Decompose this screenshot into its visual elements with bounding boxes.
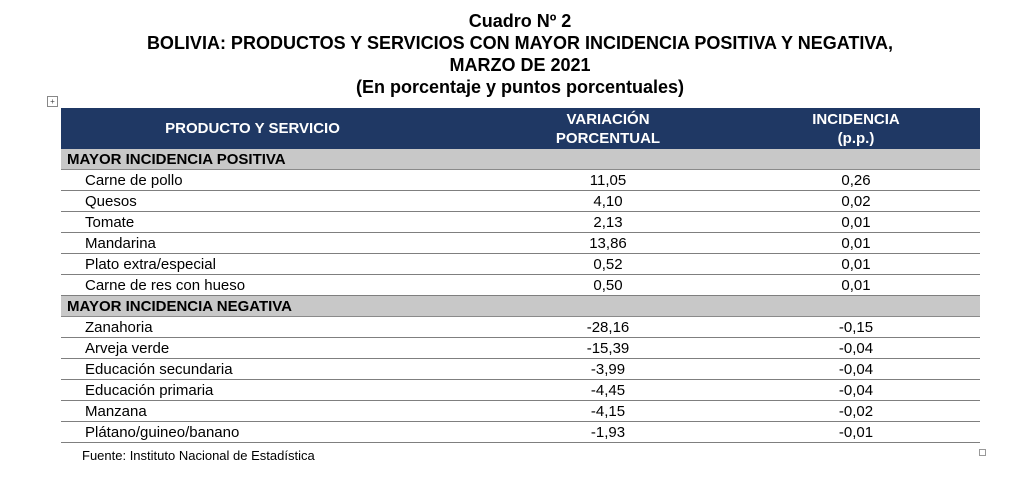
variation-value: -28,16	[484, 316, 732, 338]
section-row-negative: MAYOR INCIDENCIA NEGATIVA	[61, 295, 980, 317]
move-handle-icon[interactable]: +	[47, 96, 58, 107]
section-label: MAYOR INCIDENCIA NEGATIVA	[61, 295, 980, 317]
column-header-variation: VARIACIÓN PORCENTUAL	[484, 108, 732, 149]
incidence-value: -0,15	[732, 316, 980, 338]
column-header-variation-line2: PORCENTUAL	[555, 129, 661, 147]
table-row: Mandarina 13,86 0,01	[61, 232, 980, 254]
product-name: Carne de pollo	[61, 169, 484, 191]
variation-value: -4,15	[484, 400, 732, 422]
incidence-value: 0,01	[732, 211, 980, 233]
table-row: Zanahoria -28,16 -0,15	[61, 316, 980, 338]
table-row: Quesos 4,10 0,02	[61, 190, 980, 212]
column-header-product: PRODUCTO Y SERVICIO	[61, 108, 484, 149]
table-row: Carne de res con hueso 0,50 0,01	[61, 274, 980, 296]
section-label: MAYOR INCIDENCIA POSITIVA	[61, 149, 980, 170]
variation-value: 2,13	[484, 211, 732, 233]
variation-value: 0,50	[484, 274, 732, 296]
incidence-value: 0,01	[732, 232, 980, 254]
incidence-value: -0,01	[732, 421, 980, 443]
table-row: Manzana -4,15 -0,02	[61, 400, 980, 422]
variation-value: 11,05	[484, 169, 732, 191]
variation-value: -3,99	[484, 358, 732, 380]
table-row: Carne de pollo 11,05 0,26	[61, 169, 980, 191]
table-row: Plátano/guineo/banano -1,93 -0,01	[61, 421, 980, 443]
source-note: Fuente: Instituto Nacional de Estadístic…	[82, 448, 315, 463]
incidence-value: 0,26	[732, 169, 980, 191]
incidence-value: -0,04	[732, 358, 980, 380]
column-header-incidence-line2: (p.p.)	[837, 129, 875, 147]
product-name: Zanahoria	[61, 316, 484, 338]
column-header-incidence: INCIDENCIA (p.p.)	[732, 108, 980, 149]
product-name: Educación primaria	[61, 379, 484, 401]
section-row-positive: MAYOR INCIDENCIA POSITIVA	[61, 149, 980, 170]
table-row: Tomate 2,13 0,01	[61, 211, 980, 233]
product-name: Educación secundaria	[61, 358, 484, 380]
column-header-variation-line1: VARIACIÓN	[566, 110, 650, 128]
product-name: Arveja verde	[61, 337, 484, 359]
column-header-incidence-line1: INCIDENCIA	[812, 110, 900, 128]
incidence-value: -0,04	[732, 337, 980, 359]
variation-value: 0,52	[484, 253, 732, 275]
table-caption: Cuadro Nº 2 BOLIVIA: PRODUCTOS Y SERVICI…	[0, 10, 1024, 98]
product-name: Carne de res con hueso	[61, 274, 484, 296]
table-units: (En porcentaje y puntos porcentuales)	[355, 77, 685, 97]
product-name: Quesos	[61, 190, 484, 212]
incidence-value: -0,04	[732, 379, 980, 401]
incidence-value: 0,01	[732, 274, 980, 296]
product-name: Tomate	[61, 211, 484, 233]
incidence-value: 0,02	[732, 190, 980, 212]
variation-value: 4,10	[484, 190, 732, 212]
variation-value: 13,86	[484, 232, 732, 254]
variation-value: -1,93	[484, 421, 732, 443]
incidence-value: -0,02	[732, 400, 980, 422]
table-title: Cuadro Nº 2	[468, 11, 572, 31]
variation-value: -4,45	[484, 379, 732, 401]
data-table: PRODUCTO Y SERVICIO VARIACIÓN PORCENTUAL…	[61, 108, 980, 443]
product-name: Plato extra/especial	[61, 253, 484, 275]
table-subtitle-line2: MARZO DE 2021	[449, 55, 591, 75]
variation-value: -15,39	[484, 337, 732, 359]
resize-handle-icon[interactable]	[979, 449, 986, 456]
product-name: Mandarina	[61, 232, 484, 254]
product-name: Manzana	[61, 400, 484, 422]
table-row: Educación secundaria -3,99 -0,04	[61, 358, 980, 380]
table-row: Arveja verde -15,39 -0,04	[61, 337, 980, 359]
table-header-row: PRODUCTO Y SERVICIO VARIACIÓN PORCENTUAL…	[61, 108, 980, 149]
incidence-value: 0,01	[732, 253, 980, 275]
table-row: Plato extra/especial 0,52 0,01	[61, 253, 980, 275]
column-header-product-label: PRODUCTO Y SERVICIO	[165, 120, 340, 137]
product-name: Plátano/guineo/banano	[61, 421, 484, 443]
table-subtitle-line1: BOLIVIA: PRODUCTOS Y SERVICIOS CON MAYOR…	[146, 33, 894, 53]
table-row: Educación primaria -4,45 -0,04	[61, 379, 980, 401]
